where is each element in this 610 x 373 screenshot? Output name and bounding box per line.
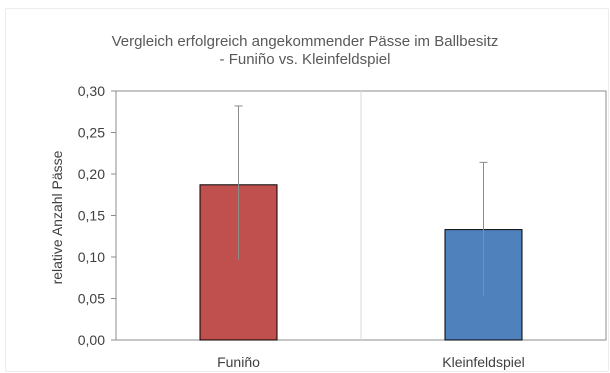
y-tick-label: 0,05 bbox=[78, 291, 105, 307]
y-axis-title: relative Anzahl Pässe bbox=[49, 150, 65, 284]
chart-title: Vergleich erfolgreich angekommender Päss… bbox=[111, 33, 499, 50]
x-category-label: Funiño bbox=[217, 354, 260, 370]
x-category-label: Kleinfeldspiel bbox=[442, 354, 525, 370]
y-tick-label: 0,10 bbox=[78, 249, 105, 265]
y-axis: 0,00 0,05 0,10 0,15 0,20 0,25 0,30 bbox=[78, 83, 116, 348]
y-tick-label: 0,00 bbox=[78, 332, 105, 348]
x-axis: Funiño Kleinfeldspiel bbox=[217, 354, 525, 370]
error-bars bbox=[234, 105, 488, 297]
y-tick-label: 0,25 bbox=[78, 125, 105, 141]
y-tick-label: 0,20 bbox=[78, 166, 105, 182]
y-tick-label: 0,30 bbox=[78, 83, 105, 99]
chart-subtitle: - Funiño vs. Kleinfeldspiel bbox=[219, 51, 391, 68]
y-tick-label: 0,15 bbox=[78, 208, 105, 224]
